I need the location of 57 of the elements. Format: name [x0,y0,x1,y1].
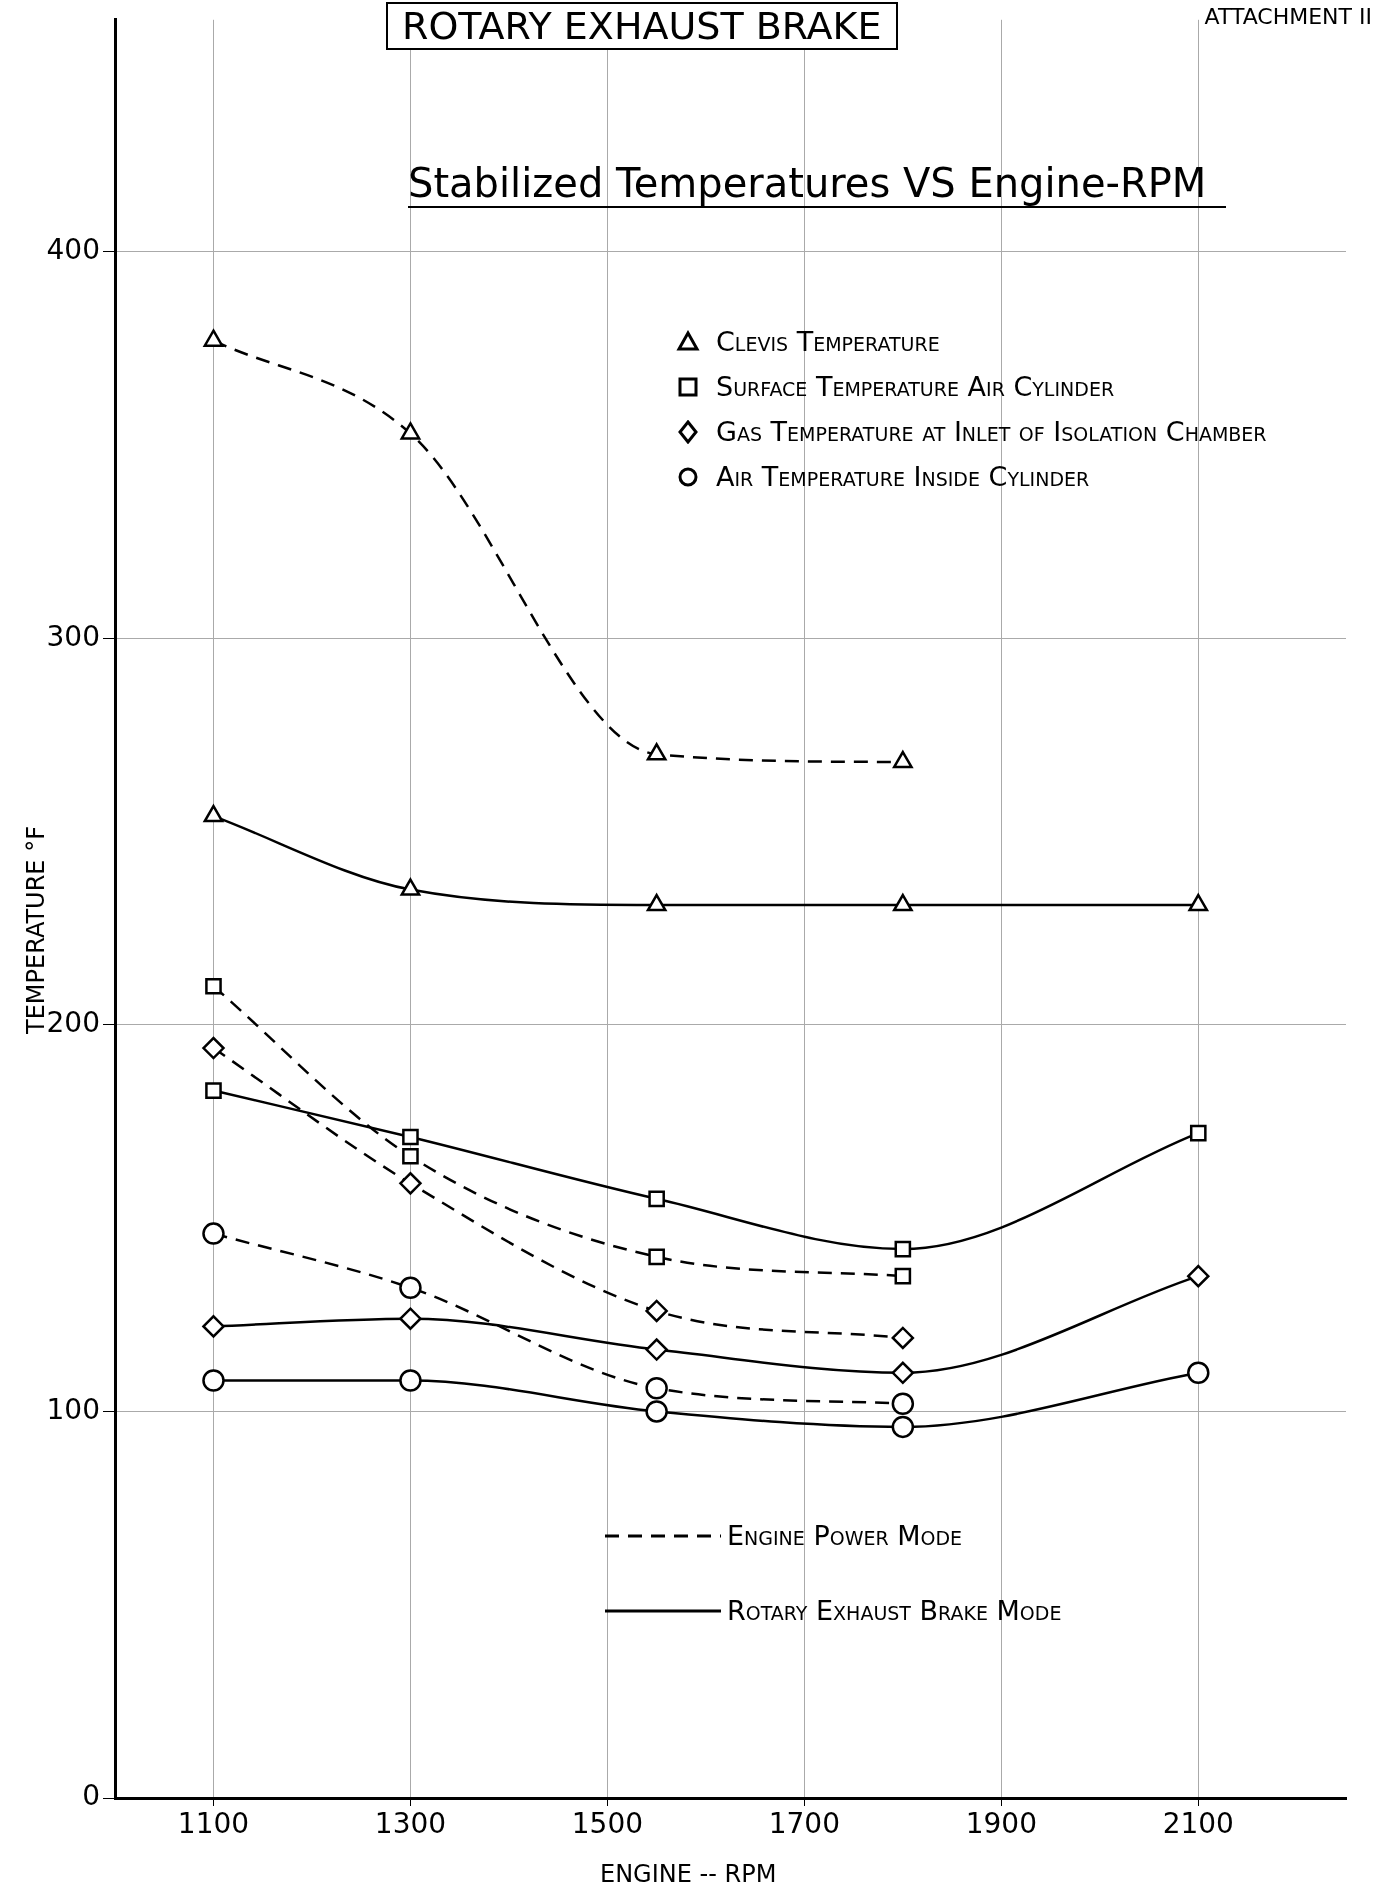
x-tick-label: 2100 [1162,1807,1234,1841]
point [399,1172,422,1195]
point [202,1369,225,1392]
y-tick-label: 400 [46,233,100,267]
point [892,750,913,769]
annotation: Engine Power Mode [727,1520,963,1551]
point [1187,1264,1210,1288]
y-tick-label: 200 [46,1006,100,1040]
y-tick-label: 100 [46,1392,100,1426]
point [399,1369,422,1392]
point [400,878,421,896]
x-tick-label: 1700 [768,1807,840,1841]
point [1188,893,1209,912]
point [891,1326,915,1350]
legend-label: Air Temperature Inside Cylinder [716,461,1090,492]
point [205,977,222,995]
x-tick-label: 1900 [965,1807,1037,1841]
point [891,1415,915,1439]
chart-title: ROTARY EXHAUST BRAKE [386,2,898,50]
x-axis-title: ENGINE -- RPM [600,1860,777,1888]
point [645,1338,668,1361]
point [202,1036,225,1060]
point [648,1248,665,1266]
point [205,1082,222,1099]
x-tick-label: 1300 [374,1807,447,1841]
y-tick-label: 0 [82,1779,100,1813]
point [202,1222,225,1245]
point [645,1376,668,1400]
point [894,1267,912,1285]
point [203,329,224,347]
point [891,1361,915,1385]
point [202,1315,225,1338]
point [645,1400,668,1423]
legend-label: Gas Temperature at Inlet of Isolation Chamber [716,416,1267,447]
y-tick-label: 300 [46,619,100,653]
legend-label: Surface Temperature Air Cylinder [716,371,1115,402]
legend-label: Clevis Temperature [716,326,940,357]
x-tick-label: 1500 [571,1807,644,1841]
point [399,1307,422,1330]
point [648,1190,665,1208]
point [1187,1361,1210,1385]
point [400,422,421,440]
annotation: Rotary Exhaust Brake Mode [727,1595,1062,1626]
point [399,1276,422,1299]
annotation: ATTACHMENT II [1204,4,1372,29]
point [402,1147,419,1165]
point [894,1240,912,1258]
point [402,1128,419,1146]
point [892,893,913,912]
point [891,1392,915,1415]
point [646,743,667,761]
point [1189,1124,1207,1142]
point [646,893,667,912]
text: Stabilized Temperatures VS Engine-RPM [408,160,1227,208]
point [203,804,224,823]
x-tick-label: 1100 [177,1807,250,1841]
point [645,1299,668,1323]
